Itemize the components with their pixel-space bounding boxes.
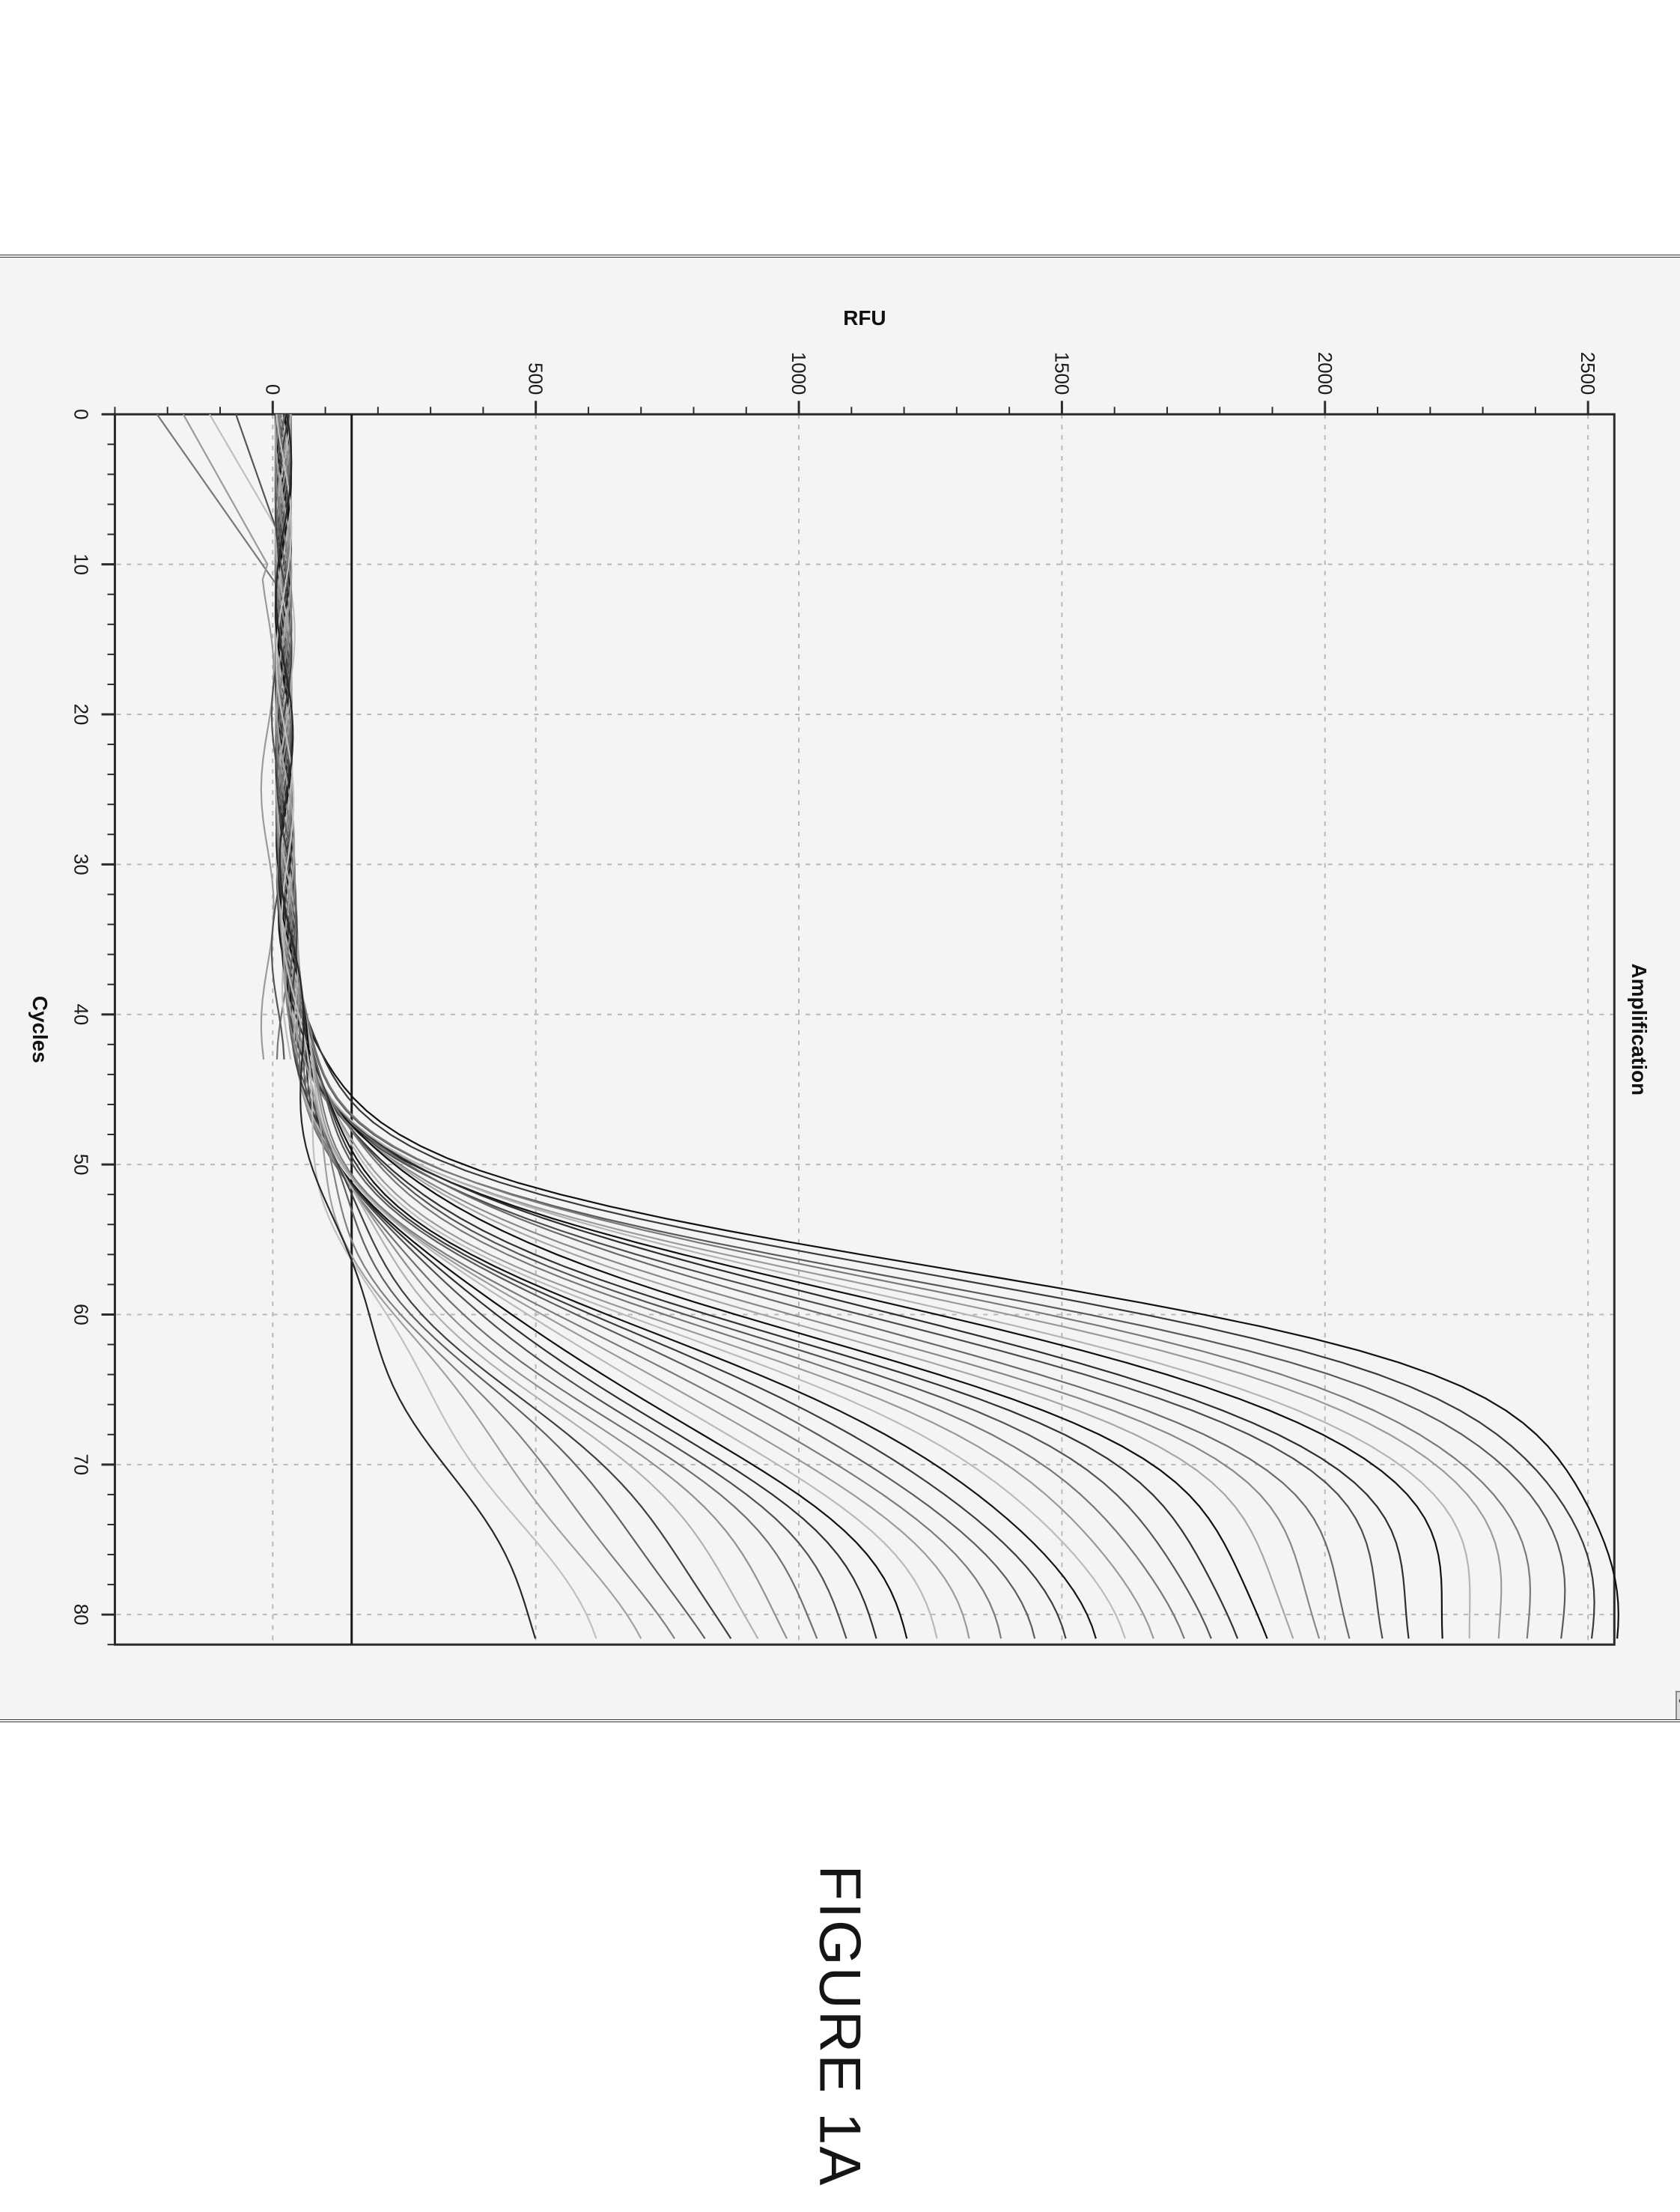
svg-text:RFU: RFU <box>843 306 886 329</box>
window-corner-icon: ℘ <box>1676 1691 1680 1719</box>
svg-text:1500: 1500 <box>1050 352 1071 395</box>
plot-frame: 0 10 20 30 40 50 60 70 80 0 500 1000 1500 2000 2500 Cyc… <box>3 288 1674 1689</box>
svg-text:0: 0 <box>70 409 91 419</box>
figure-caption: FIGURE 1A <box>806 1865 874 2187</box>
svg-text:60: 60 <box>70 1304 91 1325</box>
svg-text:20: 20 <box>70 704 91 726</box>
svg-text:Amplification: Amplification <box>1628 964 1651 1096</box>
svg-text:30: 30 <box>70 854 91 875</box>
chart-window: ℘ 0 10 20 30 40 50 60 70 80 0 500 1000 1500 2000 2500 C… <box>0 255 1680 1722</box>
amplification-chart: 0 10 20 30 40 50 60 70 80 0 500 1000 1500 2000 2500 Cyc… <box>3 288 1674 1689</box>
svg-text:2500: 2500 <box>1577 352 1598 395</box>
svg-text:10: 10 <box>70 553 91 575</box>
svg-text:2000: 2000 <box>1314 352 1335 395</box>
svg-text:1000: 1000 <box>788 352 809 395</box>
svg-text:50: 50 <box>70 1154 91 1176</box>
svg-text:70: 70 <box>70 1453 91 1475</box>
svg-text:40: 40 <box>70 1003 91 1025</box>
svg-text:0: 0 <box>261 384 282 395</box>
svg-text:500: 500 <box>525 362 546 395</box>
svg-text:80: 80 <box>70 1604 91 1626</box>
svg-text:Cycles: Cycles <box>28 996 52 1063</box>
